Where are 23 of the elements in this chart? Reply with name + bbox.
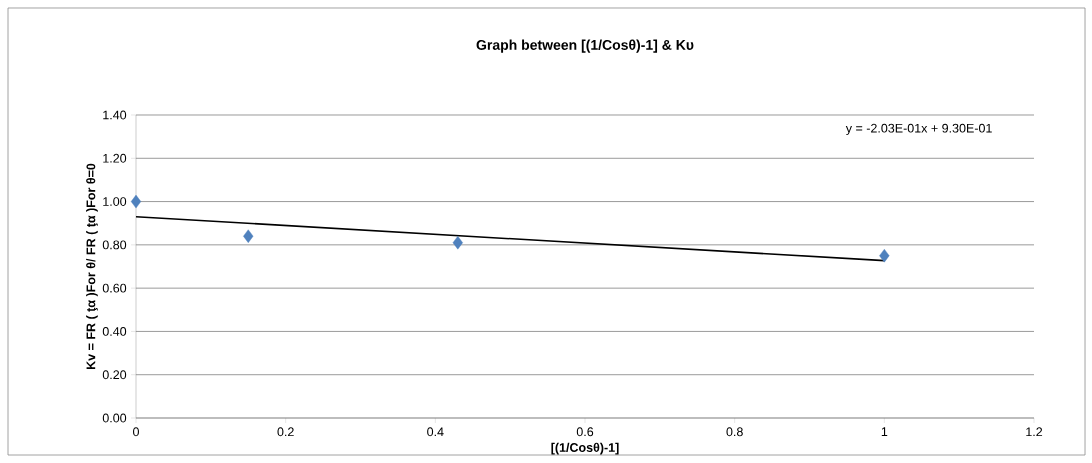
y-tick-label: 1.40 bbox=[103, 110, 127, 120]
x-tick-label: 1 bbox=[881, 427, 888, 436]
chart-title: Graph between [(1/Cosθ)-1] & Kυ bbox=[476, 39, 694, 53]
x-tick-label: 0.8 bbox=[726, 427, 743, 437]
y-tick-label: 0.00 bbox=[102, 413, 127, 423]
annotation: y = -2.03E-01x + 9.30E-01 bbox=[845, 123, 992, 136]
y-axis-title: Kv = FR ( ţα )For θ/ FR ( ţα )For θ=0 bbox=[86, 163, 98, 369]
y-tick-label: 0.80 bbox=[102, 240, 127, 250]
x-axis-title: [(1/Cosθ)-1] bbox=[551, 442, 619, 455]
x-tick-label: 0.6 bbox=[576, 427, 594, 437]
point bbox=[452, 235, 463, 250]
y-tick-label: 1.20 bbox=[103, 153, 127, 163]
y-tick-label: 0.60 bbox=[102, 283, 127, 293]
x-tick-label: 1.2 bbox=[1026, 427, 1043, 437]
y-tick-label: 0.20 bbox=[102, 370, 127, 380]
point bbox=[879, 248, 890, 263]
x-tick-label: 0 bbox=[133, 427, 139, 437]
x-tick-label: 0.2 bbox=[277, 427, 294, 437]
point bbox=[243, 229, 254, 243]
y-tick-label: 1.00 bbox=[103, 197, 127, 206]
x-tick-label: 0.4 bbox=[427, 427, 444, 437]
y-tick-label: 0.40 bbox=[102, 327, 127, 336]
point bbox=[130, 194, 142, 209]
